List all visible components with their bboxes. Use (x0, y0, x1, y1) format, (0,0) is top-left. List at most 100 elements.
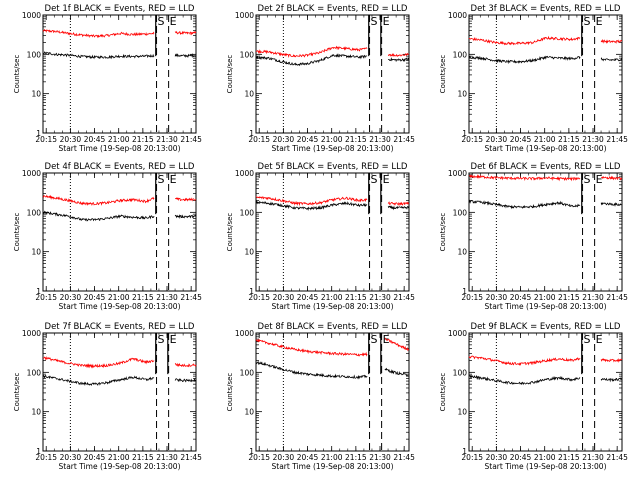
x-tick-label: 21:15 (558, 293, 580, 302)
x-axis-label: Start Time (19-Sep-08 20:13:00) (59, 462, 181, 471)
y-tick-label: 10 (457, 248, 467, 257)
plot-frame (42, 14, 197, 134)
x-tick-label: 21:45 (393, 293, 415, 302)
event-marker-s: S (584, 15, 591, 28)
chart-title: Det 4f BLACK = Events, RED = LLD (45, 162, 195, 172)
x-tick-label: 21:00 (321, 453, 343, 462)
x-tick-label: 20:30 (486, 135, 508, 144)
x-tick-label: 21:00 (108, 293, 130, 302)
series-events-line (468, 374, 581, 386)
series-lld-line (384, 337, 410, 352)
y-tick-label: 10 (244, 408, 254, 417)
series-lld-line (600, 38, 623, 44)
chart-title: Det 9f BLACK = Events, RED = LLD (471, 322, 621, 332)
y-tick-label: 1 (36, 447, 41, 456)
event-marker-s: S (584, 333, 591, 346)
x-tick-label: 21:45 (606, 135, 628, 144)
series-lld-line (468, 35, 581, 46)
y-tick-label: 1 (462, 287, 467, 296)
plot-frame (255, 14, 410, 134)
y-axis-label: Counts/sec (226, 373, 234, 412)
x-tick-label: 20:30 (60, 135, 82, 144)
y-tick-label: 100 (27, 368, 42, 377)
chart-panel-7: Det 7f BLACK = Events, RED = LLD 1 10 100 10… (13, 322, 202, 471)
x-tick-label: 20:15 (248, 293, 270, 302)
y-tick-label: 100 (27, 50, 42, 59)
event-marker-e: E (170, 173, 177, 186)
series-events-line (174, 52, 197, 59)
y-tick-label: 1 (249, 129, 254, 138)
x-tick-label: 21:30 (156, 293, 178, 302)
x-tick-label: 21:45 (180, 293, 202, 302)
y-tick-label: 10 (244, 90, 254, 99)
y-tick-label: 1 (462, 129, 467, 138)
series-lld-line (175, 197, 197, 202)
series-lld-line (174, 362, 197, 368)
y-tick-label: 1000 (235, 11, 254, 20)
series-lld-line (255, 45, 368, 58)
x-tick-label: 21:15 (132, 453, 154, 462)
x-tick-label: 21:15 (132, 293, 154, 302)
y-tick-label: 1 (462, 447, 467, 456)
y-tick-label: 10 (31, 90, 41, 99)
series-lld-line (174, 30, 197, 36)
event-marker-s: S (371, 15, 378, 28)
x-tick-label: 20:15 (35, 135, 57, 144)
event-marker-e: E (596, 173, 603, 186)
y-tick-label: 1000 (22, 11, 41, 20)
series-lld-line (468, 355, 581, 366)
series-events-line (255, 360, 368, 380)
chart-panel-5: Det 5f BLACK = Events, RED = LLD 1 10 100 10… (226, 162, 415, 311)
x-tick-label: 21:30 (582, 453, 604, 462)
y-tick-label: 1000 (448, 329, 467, 338)
x-tick-label: 21:30 (582, 293, 604, 302)
plot-frame (255, 172, 410, 292)
series-lld-line (601, 175, 623, 181)
y-tick-label: 100 (240, 368, 255, 377)
series-events-line (387, 205, 410, 211)
x-tick-label: 21:45 (180, 453, 202, 462)
series-events-line (468, 55, 581, 65)
series-lld-line (600, 358, 623, 363)
x-tick-label: 20:30 (273, 293, 295, 302)
x-tick-label: 20:15 (248, 453, 270, 462)
event-marker-s: S (158, 333, 165, 346)
y-tick-label: 10 (244, 248, 254, 257)
y-axis-label: Counts/sec (13, 373, 21, 412)
chart-title: Det 3f BLACK = Events, RED = LLD (471, 4, 621, 14)
x-tick-label: 21:45 (606, 453, 628, 462)
x-tick-label: 21:15 (558, 453, 580, 462)
chart-title: Det 2f BLACK = Events, RED = LLD (258, 4, 408, 14)
plot-frame (468, 14, 623, 134)
x-tick-label: 20:15 (35, 453, 57, 462)
series-events-line (42, 51, 155, 60)
x-tick-label: 20:30 (486, 293, 508, 302)
x-tick-label: 21:00 (321, 293, 343, 302)
x-tick-label: 20:45 (510, 453, 532, 462)
y-tick-label: 1000 (235, 169, 254, 178)
x-tick-label: 20:45 (297, 293, 319, 302)
y-tick-label: 100 (453, 368, 468, 377)
y-tick-label: 1000 (448, 11, 467, 20)
series-events-line (387, 57, 410, 63)
x-tick-label: 21:30 (369, 135, 391, 144)
x-tick-label: 21:30 (156, 135, 178, 144)
x-tick-label: 21:30 (156, 453, 178, 462)
y-tick-label: 10 (31, 408, 41, 417)
y-axis-label: Counts/sec (226, 55, 234, 94)
x-tick-label: 20:15 (461, 293, 483, 302)
x-tick-label: 21:15 (558, 135, 580, 144)
y-axis-label: Counts/sec (439, 213, 447, 252)
x-tick-label: 20:45 (297, 453, 319, 462)
chart-panel-6: Det 6f BLACK = Events, RED = LLD 1 10 100 10… (439, 162, 628, 311)
x-tick-label: 20:15 (35, 293, 57, 302)
chart-panel-3: Det 3f BLACK = Events, RED = LLD 1 10 100 10… (439, 4, 628, 153)
chart-title: Det 1f BLACK = Events, RED = LLD (45, 4, 195, 14)
x-tick-label: 20:15 (248, 135, 270, 144)
chart-panel-8: Det 8f BLACK = Events, RED = LLD 1 10 100 10… (226, 322, 415, 471)
event-marker-s: S (371, 333, 378, 346)
x-axis-label: Start Time (19-Sep-08 20:13:00) (485, 144, 607, 153)
y-axis-label: Counts/sec (226, 213, 234, 252)
chart-title: Det 5f BLACK = Events, RED = LLD (258, 162, 408, 172)
x-tick-label: 21:15 (345, 293, 367, 302)
